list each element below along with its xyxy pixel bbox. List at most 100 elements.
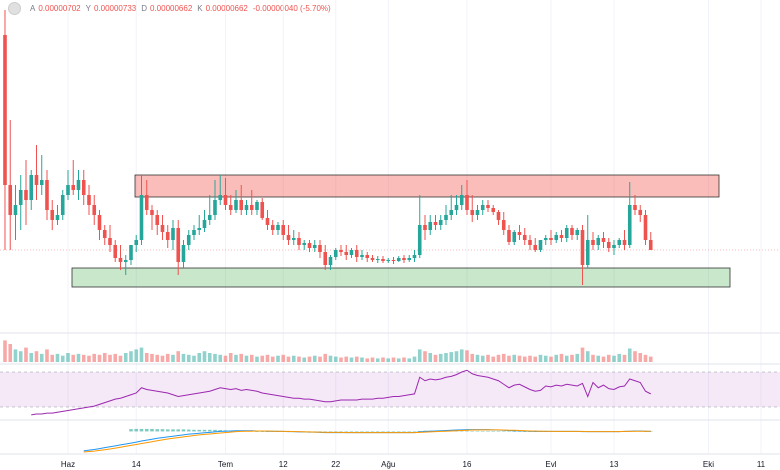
candle-body	[171, 228, 175, 240]
ohlc-header: A 0.00000702 Y 0.00000733 D 0.00000662 K 0.0000…	[8, 2, 333, 15]
volume-bar	[118, 355, 123, 362]
support-zone	[71, 267, 731, 288]
volume-bar	[87, 355, 91, 362]
macd-histogram-bar	[328, 431, 333, 432]
candle-body	[601, 238, 606, 242]
candle-body	[391, 260, 396, 261]
candle-body	[449, 210, 454, 215]
volume-bar	[533, 356, 538, 362]
volume-bar	[165, 353, 170, 362]
volume-bar	[591, 354, 595, 362]
volume-bar	[291, 355, 296, 362]
macd-histogram-bar	[486, 431, 490, 432]
volume-bar	[638, 353, 643, 362]
ohlc-value: 0.00000662	[150, 4, 193, 13]
candle-body	[239, 200, 244, 210]
volume-bar	[207, 353, 212, 362]
volume-bar	[281, 354, 286, 362]
candle-body	[365, 255, 370, 258]
volume-bar	[480, 355, 485, 362]
candle-body	[155, 215, 160, 225]
candle-body	[522, 235, 527, 240]
volume-bar	[354, 356, 359, 362]
volume-bar	[192, 355, 196, 362]
volume-bar	[622, 354, 627, 362]
candle-body	[45, 180, 49, 210]
candle-body	[570, 228, 574, 235]
candle-body	[480, 205, 485, 210]
x-tick-label: 16	[463, 460, 472, 469]
ohlc-value: 0.00000662	[205, 4, 248, 13]
volume-bar	[375, 358, 380, 362]
volume-bar	[517, 355, 522, 362]
candle-body	[139, 195, 144, 240]
macd-histogram-bar	[165, 429, 170, 432]
macd-histogram-bar	[648, 431, 653, 432]
volume-bar	[129, 351, 133, 362]
volume-bar	[648, 356, 653, 362]
volume-bar	[365, 358, 370, 362]
candle-body	[585, 240, 590, 265]
volume-bar	[97, 354, 102, 362]
x-tick-label: 22	[331, 460, 340, 469]
macd-histogram-bar	[496, 431, 501, 432]
candle-body	[491, 208, 496, 212]
candle-body	[50, 210, 55, 220]
volume-bar	[328, 355, 333, 362]
macd-histogram-bar	[475, 430, 480, 432]
volume-bar	[507, 355, 511, 362]
macd-histogram-bar	[197, 429, 202, 432]
volume-bar	[102, 353, 107, 362]
volume-bar	[522, 356, 527, 362]
volume-bar	[528, 355, 532, 362]
x-tick-label: Evl	[545, 460, 556, 469]
macd-histogram-bar	[491, 431, 496, 432]
volume-bar	[39, 353, 44, 362]
candle-body	[559, 235, 564, 238]
volume-bar	[433, 354, 438, 362]
x-tick-label: Eki	[703, 460, 714, 469]
candle-body	[465, 195, 469, 210]
volume-bar	[318, 356, 322, 362]
volume-bar	[71, 354, 76, 362]
candle-body	[617, 240, 622, 245]
volume-bar	[92, 353, 97, 362]
volume-bar	[360, 357, 364, 362]
macd-histogram-bar	[522, 431, 527, 432]
volume-bar	[55, 353, 60, 362]
volume-bar	[391, 357, 396, 362]
volume-bar	[459, 349, 464, 362]
candle-body	[202, 220, 207, 228]
rsi-line	[31, 369, 651, 416]
candle-body	[81, 180, 86, 195]
candle-body	[55, 215, 60, 220]
macd-histogram-bar	[386, 431, 391, 432]
macd-histogram-bar	[507, 431, 511, 432]
candle-body	[622, 240, 627, 245]
volume-bar	[370, 357, 375, 362]
candle-body	[207, 215, 212, 220]
candle-body	[428, 222, 433, 230]
candle-body	[307, 243, 312, 248]
candle-body	[181, 245, 186, 262]
candle-body	[323, 252, 328, 265]
macd-histogram-bar	[129, 429, 133, 432]
volume-bar	[123, 353, 128, 362]
candle-body	[197, 228, 202, 230]
candle-body	[381, 259, 385, 261]
macd-histogram-bar	[139, 428, 144, 432]
x-tick-label: Tem	[218, 460, 233, 469]
volume-bar	[381, 357, 385, 362]
macd-histogram-bar	[365, 431, 370, 432]
candle-body	[575, 230, 580, 235]
candle-body	[349, 250, 354, 255]
candle-body	[339, 250, 343, 252]
candle-body	[71, 185, 76, 190]
x-tick-label: 11	[757, 460, 766, 469]
candle-body	[433, 222, 438, 225]
candle-body	[333, 250, 338, 257]
candle-body	[454, 205, 459, 210]
volume-bar	[176, 351, 181, 362]
candle-body	[328, 257, 333, 265]
